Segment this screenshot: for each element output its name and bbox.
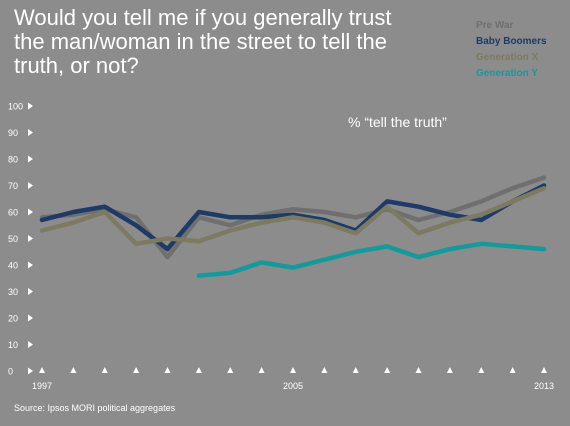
series-line-generation-x	[39, 185, 547, 247]
y-tick-marker	[28, 129, 33, 136]
x-tick-marker	[321, 367, 328, 373]
series-line-generation-y	[196, 241, 547, 278]
x-tick-marker	[415, 367, 422, 373]
y-tick-label-90: 90	[8, 128, 18, 138]
legend-item-pre-war: Pre War	[476, 20, 514, 31]
y-tick-label-100: 100	[8, 102, 23, 112]
y-tick-label-0: 0	[8, 367, 13, 377]
y-tick-marker	[28, 182, 33, 189]
y-tick-marker	[28, 155, 33, 163]
source-note: Source: Ipsos MORI political aggregates	[14, 403, 176, 413]
y-tick-label-40: 40	[8, 261, 18, 271]
x-tick-marker	[101, 367, 108, 373]
y-tick-label-60: 60	[8, 208, 18, 218]
y-tick-marker	[28, 208, 33, 216]
x-tick-marker	[290, 367, 296, 373]
x-tick-marker	[258, 367, 265, 373]
y-tick-label-50: 50	[8, 234, 18, 244]
chart-title: Would you tell me if you generally trust…	[14, 5, 392, 78]
y-tick-marker	[28, 341, 33, 348]
y-tick-marker	[28, 314, 33, 322]
x-tick-label-1997: 1997	[32, 381, 52, 391]
x-tick-marker	[195, 367, 202, 373]
x-tick-label-2013: 2013	[534, 381, 554, 391]
y-tick-label-30: 30	[8, 287, 18, 297]
legend: Pre War Baby Boomers Generation X Genera…	[476, 18, 547, 82]
x-tick-marker	[541, 367, 547, 373]
x-tick-marker	[446, 367, 453, 373]
x-tick-marker	[164, 367, 171, 373]
chart-subtitle: % “tell the truth”	[348, 114, 447, 130]
y-tick-marker	[28, 288, 33, 295]
legend-item-generation-y: Generation Y	[476, 68, 539, 79]
y-tick-label-20: 20	[8, 314, 18, 324]
legend-item-generation-x: Generation X	[476, 52, 539, 63]
series-line-baby-boomers	[39, 183, 547, 252]
x-tick-marker	[384, 367, 391, 373]
y-tick-marker	[28, 261, 33, 269]
x-tick-marker	[478, 367, 485, 373]
x-tick-label-2005: 2005	[283, 381, 303, 391]
y-tick-marker	[28, 102, 33, 110]
x-tick-marker	[352, 367, 359, 373]
x-tick-marker	[227, 367, 234, 373]
x-tick-marker	[39, 367, 45, 373]
legend-item-baby-boomers: Baby Boomers	[476, 36, 547, 47]
series-line-pre-war	[39, 175, 547, 260]
y-tick-marker	[28, 235, 33, 242]
x-tick-marker	[133, 367, 140, 373]
y-tick-label-10: 10	[8, 340, 18, 350]
y-tick-marker	[28, 367, 33, 375]
y-tick-label-80: 80	[8, 155, 18, 165]
y-tick-label-70: 70	[8, 181, 18, 191]
x-tick-marker	[70, 367, 77, 373]
x-tick-marker	[509, 367, 516, 373]
